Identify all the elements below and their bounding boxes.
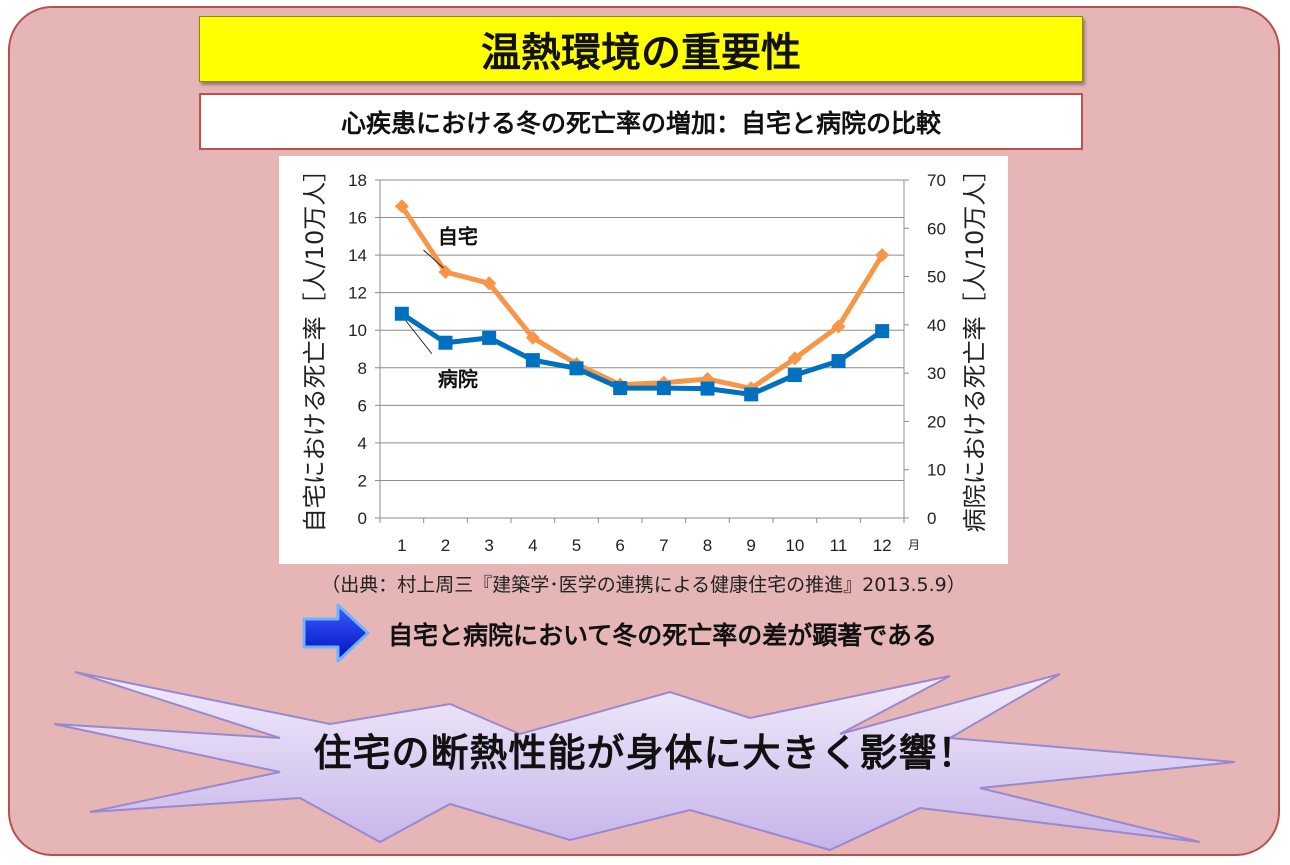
label-leader-home xyxy=(423,249,444,269)
data-point-hospital xyxy=(831,354,846,369)
data-point-home xyxy=(394,199,409,214)
y-tick-label-left: 2 xyxy=(358,471,367,490)
data-point-home xyxy=(482,276,497,291)
y-tick-label-left: 8 xyxy=(358,359,367,378)
x-tick-label: 8 xyxy=(703,536,712,555)
x-tick-label: 9 xyxy=(746,536,755,555)
x-tick-label: 1 xyxy=(397,536,406,555)
source-citation: （出典：村上周三『建築学･医学の連携による健康住宅の推進』2013.5.9） xyxy=(321,574,966,596)
data-point-hospital xyxy=(875,324,890,339)
x-tick-label: 3 xyxy=(484,536,493,555)
series-line-home xyxy=(399,204,885,391)
x-tick-label: 6 xyxy=(615,536,624,555)
x-tick-label: 12 xyxy=(873,536,892,555)
label-leader-hospital xyxy=(405,320,433,355)
y-tick-label-right: 10 xyxy=(927,461,946,480)
x-tick-label: 5 xyxy=(572,536,581,555)
data-point-hospital xyxy=(394,306,409,321)
y-tick-label-left: 6 xyxy=(358,396,367,415)
x-tick-label: 11 xyxy=(830,536,848,555)
headline-text: 住宅の断熱性能が身体に大きく影響！ xyxy=(313,731,977,775)
y-tick-label-right: 0 xyxy=(927,509,936,528)
y-tick-label-right: 40 xyxy=(927,316,946,335)
y-tick-label-left: 0 xyxy=(358,509,367,528)
x-unit-label: 月 xyxy=(908,538,920,552)
y-axis-title-right: 病院における死亡率［人/10万人］ xyxy=(961,158,989,533)
explosion-burst-shape xyxy=(53,671,1236,852)
x-tick-label: 10 xyxy=(785,536,804,555)
data-point-hospital xyxy=(525,353,540,368)
data-point-hospital xyxy=(787,368,802,383)
y-tick-label-left: 12 xyxy=(348,284,367,303)
y-axis-title-left: 自宅における死亡率［人/10万人］ xyxy=(301,158,329,533)
series-label-home: 自宅 xyxy=(438,224,478,248)
conclusion-row: 自宅と病院において冬の死亡率の差が顕著である xyxy=(300,602,1020,664)
y-tick-label-right: 20 xyxy=(927,412,946,431)
y-tick-label-right: 60 xyxy=(927,219,946,238)
data-point-home xyxy=(438,265,453,280)
y-tick-label-left: 18 xyxy=(348,171,367,190)
x-tick-label: 4 xyxy=(528,536,537,555)
x-tick-label: 7 xyxy=(659,536,668,555)
y-tick-label-right: 70 xyxy=(927,171,946,190)
y-tick-label-right: 30 xyxy=(927,364,946,383)
data-point-home xyxy=(787,351,802,366)
data-point-hospital xyxy=(656,381,671,396)
y-tick-label-left: 16 xyxy=(348,209,367,228)
data-point-hospital xyxy=(744,387,759,402)
data-point-hospital xyxy=(438,335,453,350)
right-arrow-icon xyxy=(302,603,370,663)
y-tick-label-right: 50 xyxy=(927,268,946,287)
data-point-hospital xyxy=(700,381,715,396)
data-point-home xyxy=(875,248,890,263)
x-tick-label: 2 xyxy=(441,536,450,555)
data-point-hospital xyxy=(613,381,628,396)
y-tick-label-left: 4 xyxy=(358,434,367,453)
chart-container: 0 2 4 6 8 10 12 14 16 18 0 10 20 30 40 50 60 70 1 2 3 4 5 6 7 8 9 1… xyxy=(279,156,1008,564)
data-point-hospital xyxy=(569,361,584,376)
conclusion-text: 自宅と病院において冬の死亡率の差が顕著である xyxy=(388,621,938,650)
series-label-hospital: 病院 xyxy=(438,367,478,391)
y-tick-label-left: 14 xyxy=(348,246,367,265)
data-point-hospital xyxy=(482,330,497,345)
chart-subtitle: 心疾患における冬の死亡率の増加：自宅と病院の比較 xyxy=(199,93,1083,150)
data-point-home xyxy=(831,319,846,334)
page-title: 温熱環境の重要性 xyxy=(199,16,1083,82)
series-line-hospital xyxy=(400,311,884,397)
y-tick-label-left: 10 xyxy=(348,321,367,340)
